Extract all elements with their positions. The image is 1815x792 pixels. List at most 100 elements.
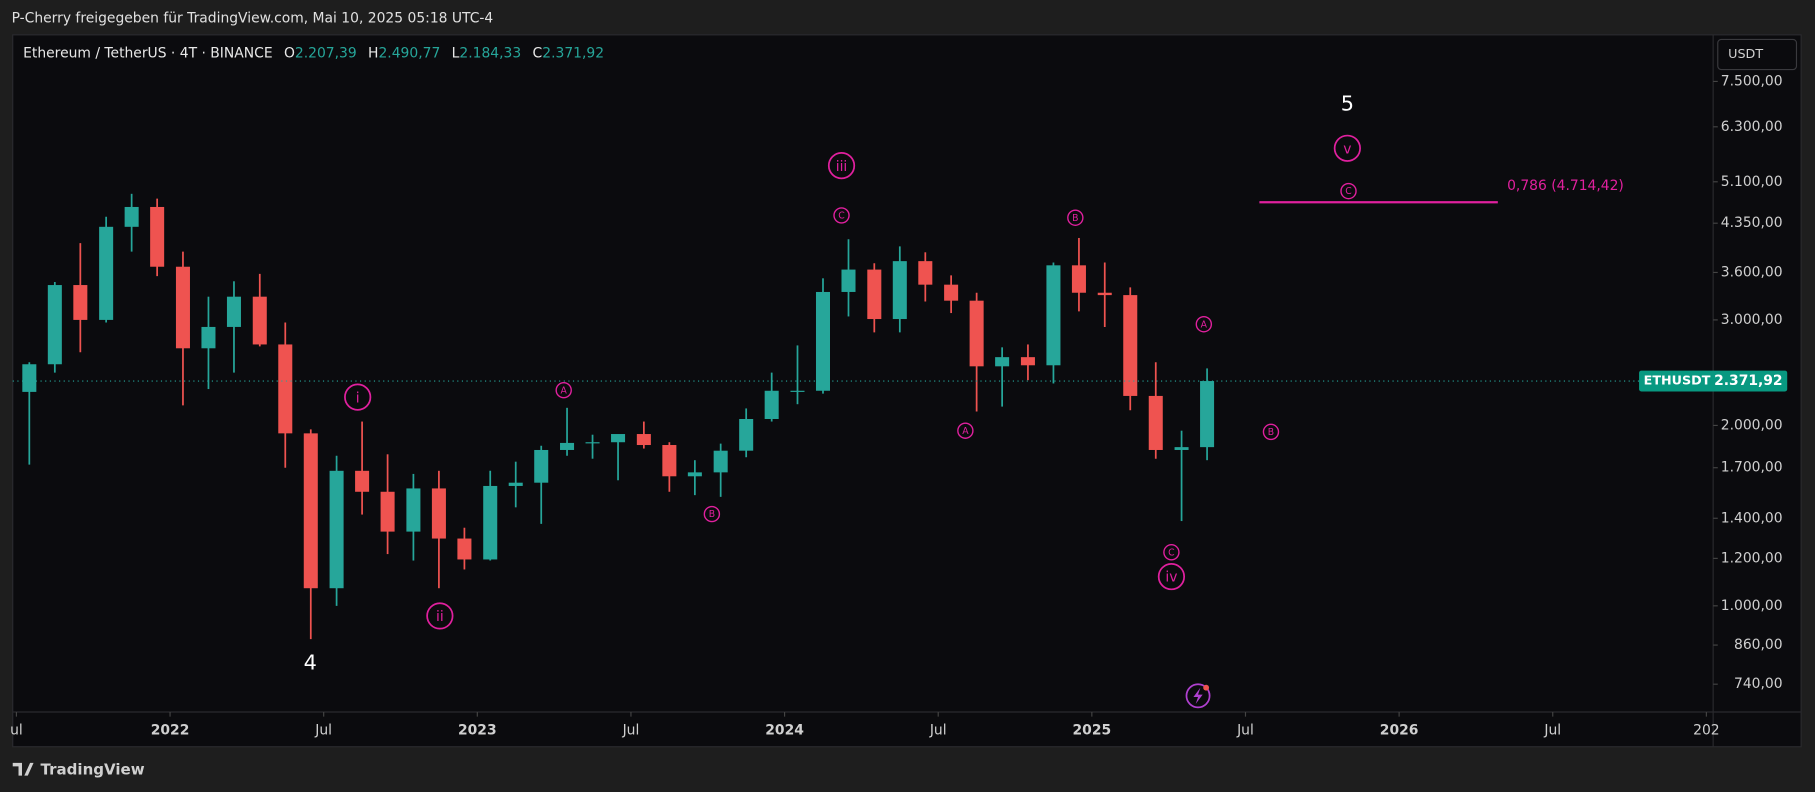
x-tick-label: 2023 <box>458 723 497 739</box>
candle-body <box>662 445 677 477</box>
candle-body <box>1200 381 1215 448</box>
y-tick-label: 1.400,00 <box>1721 510 1783 526</box>
x-tick-label: Jul <box>929 723 947 739</box>
subwave-circle <box>957 422 974 439</box>
y-tick-label: 3.600,00 <box>1721 264 1783 280</box>
subwave-circle <box>703 505 721 523</box>
subwave-circle <box>833 207 850 224</box>
ohlc-value: 2.371,92 <box>542 45 604 61</box>
subwave-label: A <box>1201 319 1208 330</box>
wave-label: 5 <box>1341 91 1354 115</box>
candle-body <box>841 269 856 292</box>
lightning-icon[interactable] <box>1185 683 1211 709</box>
y-tick-label: 4.350,00 <box>1721 215 1783 231</box>
candle-body <box>22 364 37 392</box>
wave-circle-label: v <box>1343 141 1351 157</box>
y-tick-label: 7.500,00 <box>1721 73 1783 89</box>
x-tick-label: Jul <box>1236 723 1254 739</box>
candle-body <box>252 296 267 345</box>
candle-body <box>867 269 882 320</box>
x-tick-label: Jul <box>314 723 332 739</box>
subwave-label: C <box>1168 547 1174 558</box>
subwave-label: B <box>709 509 715 520</box>
subwave-circle <box>1340 182 1357 200</box>
candle-body <box>1097 292 1112 296</box>
wave-circle <box>1333 134 1361 162</box>
candle-body <box>124 206 139 227</box>
y-tick-label: 1.000,00 <box>1721 598 1783 614</box>
candle-body <box>431 488 446 539</box>
logo-mark <box>12 762 34 776</box>
x-tick-label: 2022 <box>151 723 190 739</box>
candle-body <box>995 357 1010 367</box>
candle-body <box>303 433 318 589</box>
wave-label: 4 <box>304 650 317 674</box>
candle-body <box>175 266 190 349</box>
x-tick-label: Jul <box>1543 723 1561 739</box>
candle-body <box>1020 357 1035 366</box>
y-tick-label: 2.000,00 <box>1721 417 1783 433</box>
symbol-header: Ethereum / TetherUS · 4T · BINANCE O2.20… <box>23 45 604 61</box>
footer-text: TradingView <box>41 760 145 778</box>
candle-body <box>1148 395 1163 450</box>
candle-body <box>1046 265 1061 366</box>
candle-body <box>636 434 651 446</box>
candle-body <box>1174 447 1189 450</box>
candle-body <box>918 261 933 285</box>
subwave-circle <box>1163 544 1180 561</box>
candle-body <box>201 326 216 349</box>
candle-body <box>739 419 754 451</box>
ohlc-key: C <box>533 45 543 61</box>
footer-logo: TradingView <box>12 760 145 778</box>
ohlc-value: 2.490,77 <box>378 45 440 61</box>
candle-body <box>1071 265 1086 293</box>
wave-circle <box>1157 562 1186 591</box>
candle-body <box>329 470 344 589</box>
last-price-badge <box>1639 370 1788 392</box>
wave-circle-label: ii <box>436 609 444 625</box>
candle-body <box>355 470 370 492</box>
candle-body <box>687 472 702 477</box>
candle-body <box>406 488 421 532</box>
candle-body <box>713 450 728 473</box>
candle-body <box>969 300 984 367</box>
candles <box>22 193 1215 640</box>
x-tick-label: 2026 <box>1380 723 1419 739</box>
candle-body <box>1123 295 1138 396</box>
ohlc-value: 2.184,33 <box>459 45 521 61</box>
currency-button[interactable] <box>1717 38 1798 71</box>
candle-body <box>560 442 575 450</box>
x-tick-label: 202 <box>1693 723 1719 739</box>
x-tick-label: 2024 <box>765 723 804 739</box>
subwave-label: A <box>561 385 568 396</box>
candle-body <box>226 296 241 327</box>
y-tick-label: 6.300,00 <box>1721 119 1783 135</box>
candle-body <box>611 434 626 443</box>
wave-circle-label: iii <box>836 159 848 175</box>
share-line: P-Cherry freigegeben für TradingView.com… <box>12 11 494 27</box>
y-tick-label: 740,00 <box>1734 676 1783 692</box>
last-price-label: 2.371,92 <box>1714 373 1782 389</box>
wave-circle-label: iv <box>1165 570 1177 586</box>
candle-body <box>892 261 907 320</box>
y-tick-label: 1.700,00 <box>1721 460 1783 476</box>
wave-circle <box>426 602 454 630</box>
y-tick-label: 1.200,00 <box>1721 550 1783 566</box>
candle-body <box>815 291 831 391</box>
candle-body <box>278 344 293 434</box>
subwave-label: A <box>962 426 969 437</box>
ohlc-value: 2.207,39 <box>295 45 357 61</box>
subwave-label: C <box>1345 186 1351 197</box>
ohlc-key: H <box>368 45 378 61</box>
wave-circle <box>344 383 372 411</box>
x-tick-label: Jul <box>622 723 640 739</box>
candle-body <box>457 538 472 560</box>
icon-ring <box>1185 683 1211 709</box>
subwave-label: B <box>1072 213 1078 224</box>
subwave-label: C <box>838 211 844 222</box>
candle-body <box>380 491 395 532</box>
subwave-circle <box>1195 316 1213 333</box>
candle-body <box>99 226 114 320</box>
fib-label: 0,786 (4.714,42) <box>1507 178 1624 194</box>
